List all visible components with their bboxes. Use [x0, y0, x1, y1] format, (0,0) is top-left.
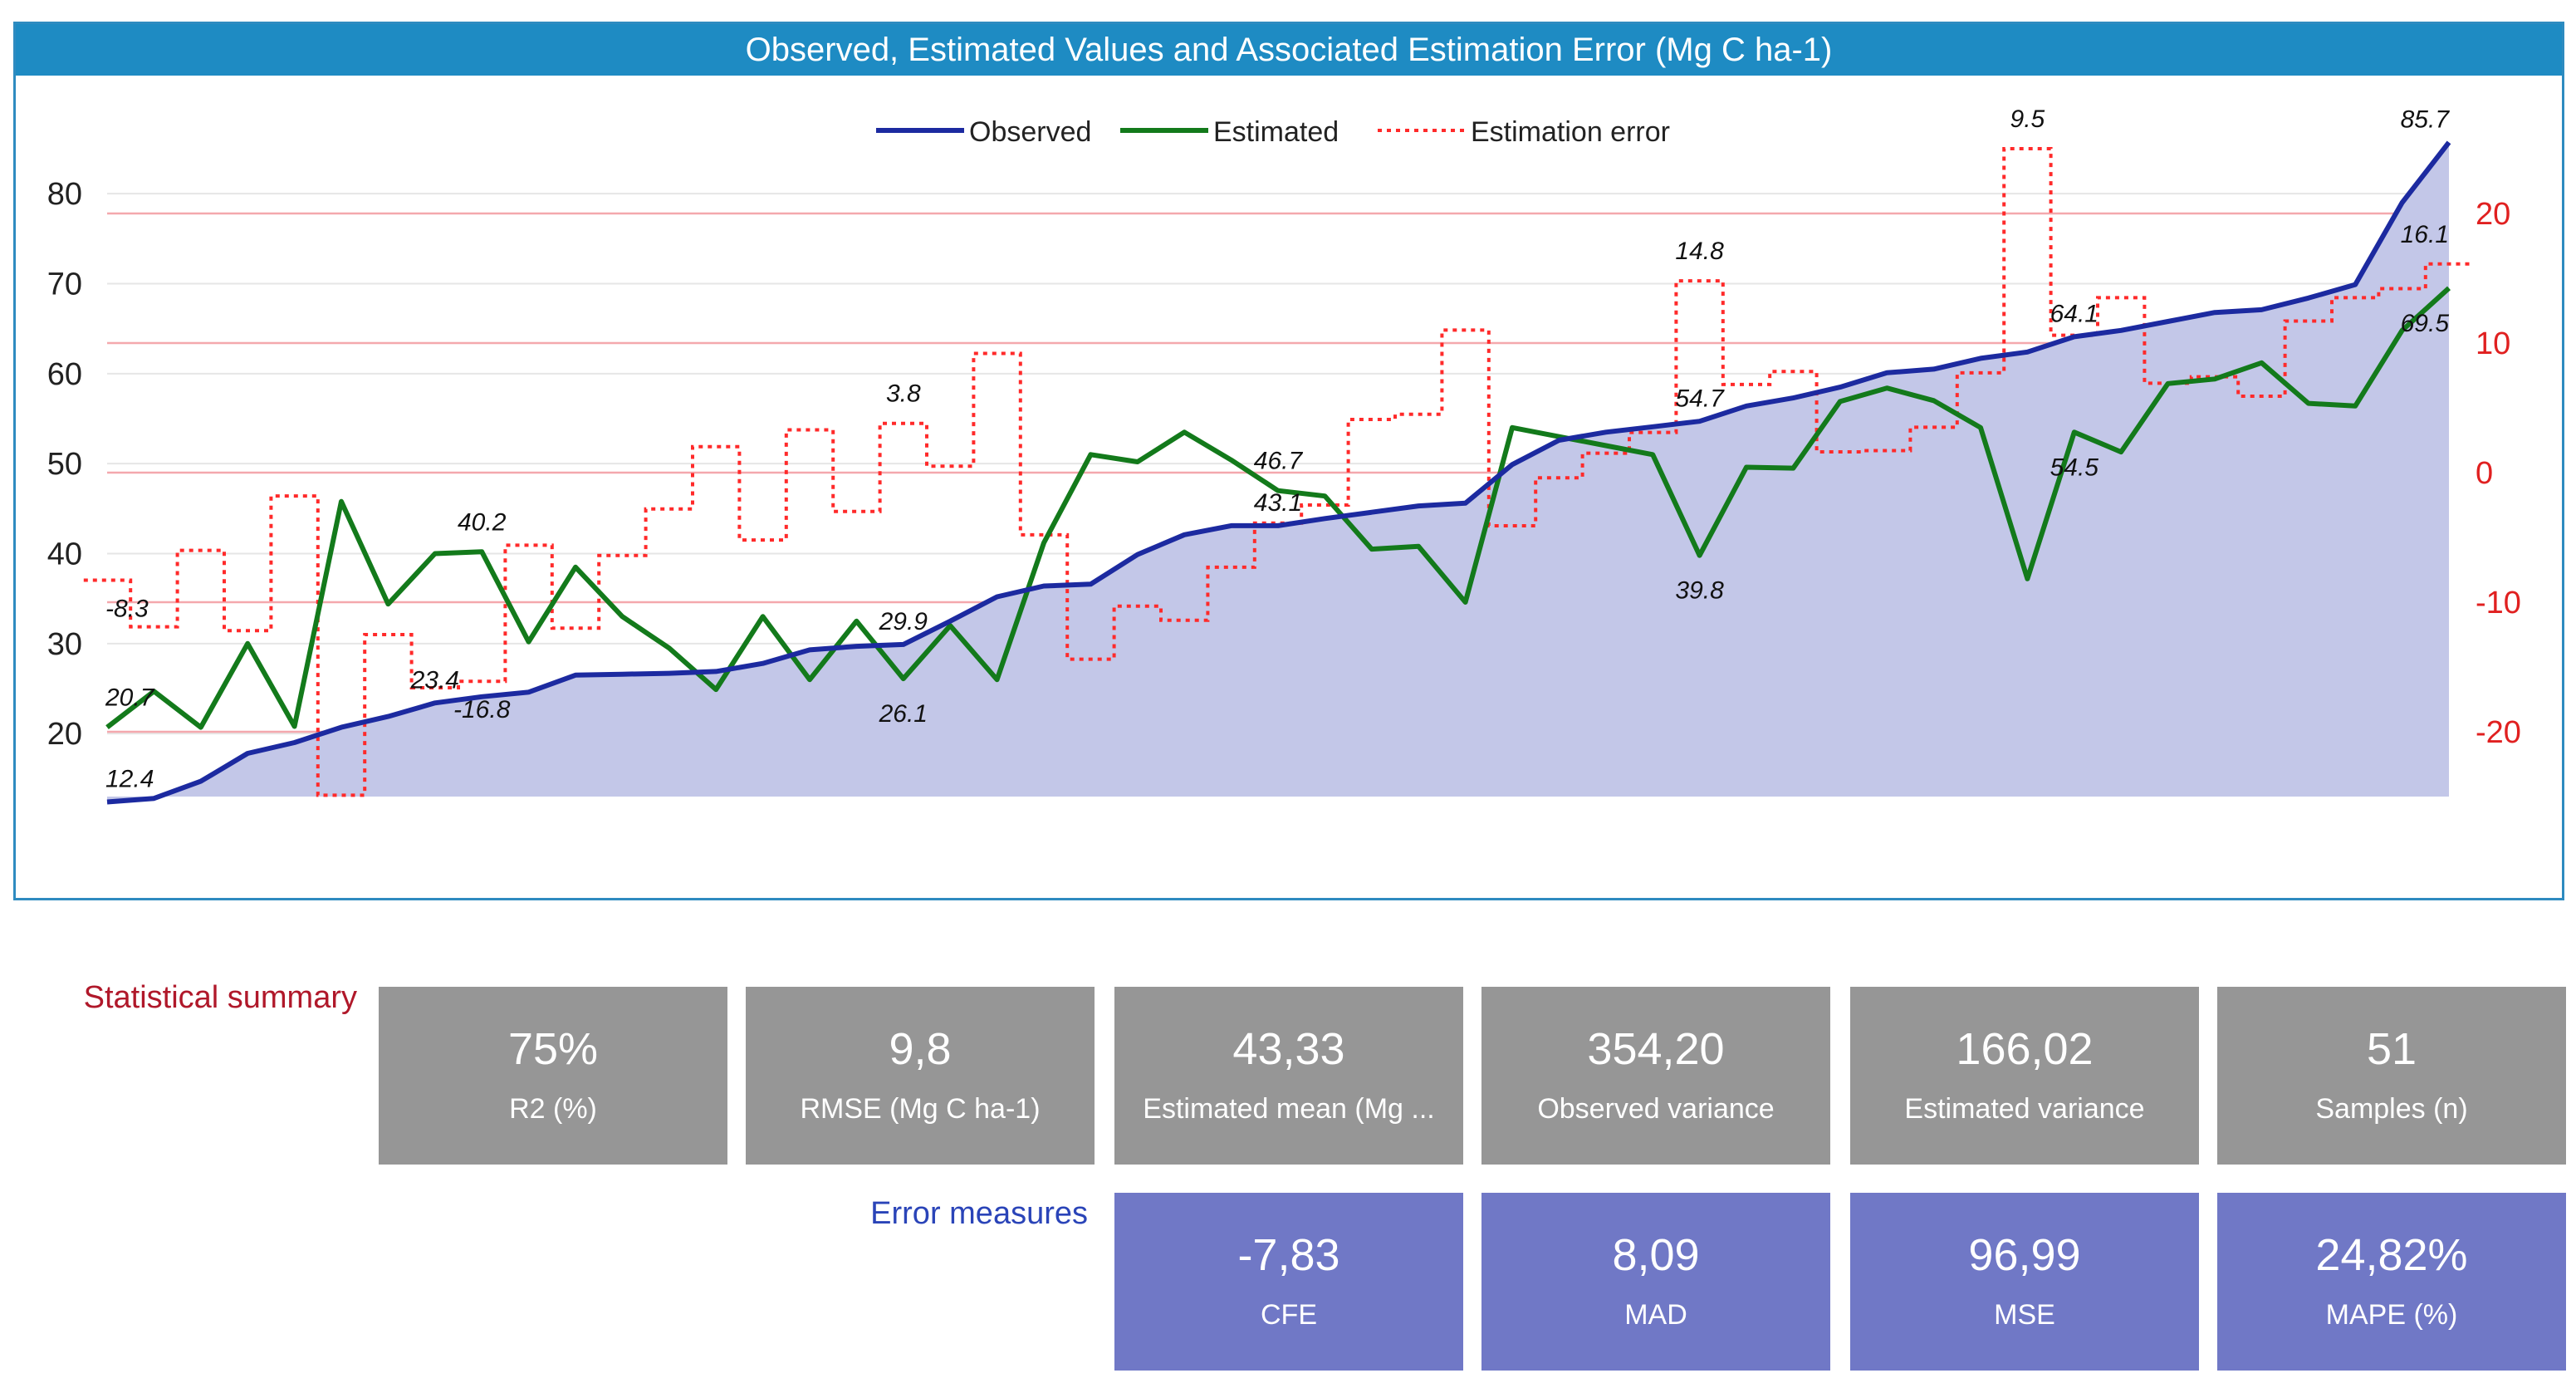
estimated-line: [105, 286, 2451, 730]
legend-label: Estimated: [1213, 116, 1339, 148]
data-label: 85.7: [2401, 105, 2451, 133]
y-left-tick-label: 80: [47, 177, 82, 212]
kpi-value: 9,8: [889, 1024, 952, 1074]
kpi-value: 43,33: [1232, 1024, 1345, 1074]
data-label: 54.5: [2050, 454, 2099, 481]
kpi-label: Estimated variance: [1904, 1093, 2145, 1125]
estimation-error-line: [83, 147, 2473, 797]
kpi-card-mse: 96,99 MSE: [1850, 1193, 2199, 1371]
kpi-label: MAD: [1624, 1299, 1687, 1331]
chart-panel: Observed, Estimated Values and Associate…: [13, 22, 2564, 900]
data-label: 26.1: [879, 700, 928, 728]
kpi-label: R2 (%): [509, 1093, 597, 1125]
data-label: 46.7: [1254, 448, 1304, 475]
observed-area: [107, 142, 2449, 802]
kpi-value: 8,09: [1612, 1230, 1700, 1280]
kpi-card-cfe: -7,83 CFE: [1114, 1193, 1463, 1371]
statistical-summary-label: Statistical summary: [83, 980, 357, 1015]
data-label: 40.2: [458, 508, 507, 536]
y-left-tick-label: 20: [47, 717, 82, 752]
kpi-value: 354,20: [1587, 1024, 1725, 1074]
legend-label: Observed: [969, 116, 1091, 148]
data-label: -8.3: [105, 595, 149, 622]
kpi-label: CFE: [1261, 1299, 1317, 1331]
data-label: 16.1: [2401, 221, 2449, 248]
data-label: 20.7: [105, 684, 155, 712]
kpi-label: Estimated mean (Mg ...: [1143, 1093, 1435, 1125]
kpi-card-r2: 75% R2 (%): [379, 987, 727, 1165]
data-label: 14.8: [1675, 238, 1724, 265]
kpi-card-estimated-mean: 43,33 Estimated mean (Mg ...: [1114, 987, 1463, 1165]
data-label: 69.5: [2401, 310, 2450, 337]
chart-plot: 20 30 40 50 60 70 80 -20 -10 0 10 20 12.4 23.4 29.9 43.…: [47, 105, 2521, 805]
observed-line: [106, 140, 2451, 805]
kpi-card-mape: 24,82% MAPE (%): [2217, 1193, 2566, 1371]
kpi-card-mad: 8,09 MAD: [1481, 1193, 1830, 1371]
kpi-label: MAPE (%): [2325, 1299, 2458, 1331]
data-label: 3.8: [886, 380, 921, 408]
y-right-tick-label: 0: [2476, 456, 2493, 491]
kpi-value: 51: [2366, 1024, 2417, 1074]
kpi-label: RMSE (Mg C ha-1): [800, 1093, 1041, 1125]
kpi-value: 166,02: [1956, 1024, 2094, 1074]
y-left-tick-label: 50: [47, 447, 82, 482]
data-label: 9.5: [2010, 105, 2045, 133]
kpi-value: 75%: [507, 1024, 599, 1074]
y-right-tick-label: 10: [2476, 326, 2510, 361]
y-left-tick-label: 60: [47, 357, 82, 392]
data-label: -16.8: [453, 696, 511, 723]
kpi-label: MSE: [1994, 1299, 2055, 1331]
kpi-card-rmse: 9,8 RMSE (Mg C ha-1): [746, 987, 1095, 1165]
error-measures-label: Error measures: [870, 1196, 1088, 1231]
data-label: 54.7: [1675, 385, 1725, 412]
y-right-tick-label: -20: [2476, 715, 2521, 750]
y-right-tick-label: -10: [2476, 586, 2521, 620]
data-label: 29.9: [879, 608, 928, 635]
data-label: 39.8: [1675, 577, 1724, 605]
kpi-card-estimated-variance: 166,02 Estimated variance: [1850, 987, 2199, 1165]
data-label: 43.1: [1254, 489, 1302, 517]
chart-title: Observed, Estimated Values and Associate…: [16, 24, 2562, 76]
kpi-value: -7,83: [1237, 1230, 1340, 1280]
kpi-card-observed-variance: 354,20 Observed variance: [1481, 987, 1830, 1165]
y-left-tick-label: 30: [47, 627, 82, 662]
kpi-label: Samples (n): [2315, 1093, 2468, 1125]
y-right-tick-label: 20: [2476, 197, 2510, 232]
kpi-label: Observed variance: [1537, 1093, 1775, 1125]
data-label: 64.1: [2050, 300, 2099, 327]
kpi-card-samples: 51 Samples (n): [2217, 987, 2566, 1165]
kpi-value: 24,82%: [2315, 1230, 2468, 1280]
data-label: 23.4: [410, 666, 459, 694]
legend-label: Estimation error: [1471, 116, 1670, 148]
data-label: 12.4: [105, 766, 154, 793]
y-left-tick-label: 40: [47, 537, 82, 572]
kpi-value: 96,99: [1968, 1230, 2081, 1280]
y-left-tick-label: 70: [47, 267, 82, 302]
